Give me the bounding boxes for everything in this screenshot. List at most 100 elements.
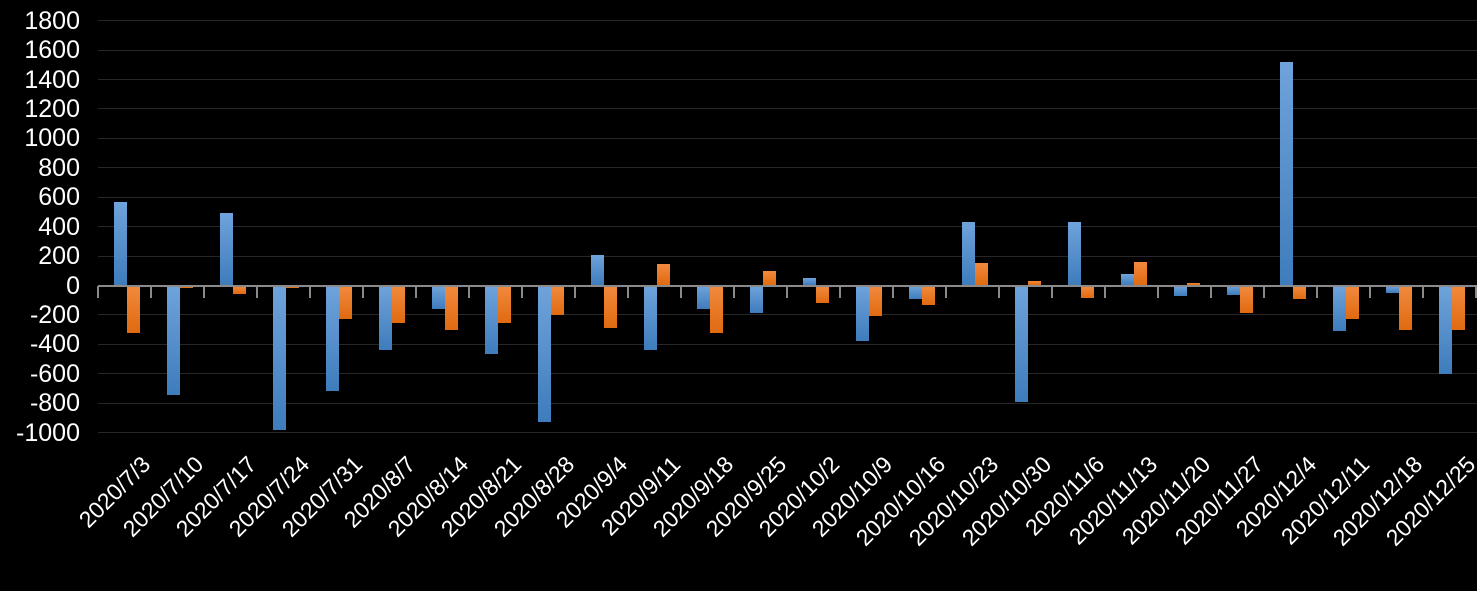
y-axis-tick-label: 800 <box>38 153 80 182</box>
y-axis-tick-label: 1600 <box>24 36 80 65</box>
y-axis-tick-label: 1000 <box>24 124 80 153</box>
gridline <box>98 343 1477 345</box>
bar-series-orange-2020/10/23[interactable] <box>975 263 988 286</box>
bar-series-orange-2020/9/18[interactable] <box>710 285 723 334</box>
gridline <box>98 137 1477 139</box>
x-axis-tick-mark <box>1157 285 1159 298</box>
bar-series-blue-2020/10/23[interactable] <box>962 222 975 286</box>
bar-series-orange-2020/7/3[interactable] <box>127 285 140 333</box>
bar-series-orange-2020/9/25[interactable] <box>763 270 776 286</box>
bar-series-blue-2020/10/2[interactable] <box>803 278 816 286</box>
y-axis-tick-label: 400 <box>38 212 80 241</box>
bar-series-blue-2020/11/13[interactable] <box>1121 274 1134 286</box>
y-axis-tick-label: -800 <box>29 389 80 418</box>
x-axis-tick-mark <box>1051 285 1053 298</box>
bar-series-orange-2020/7/10[interactable] <box>180 285 193 289</box>
x-axis-tick-mark <box>680 285 682 298</box>
gridline <box>98 402 1477 404</box>
bar-series-blue-2020/11/27[interactable] <box>1227 285 1240 296</box>
bar-series-orange-2020/10/9[interactable] <box>869 285 882 317</box>
bar-series-blue-2020/7/10[interactable] <box>167 285 180 396</box>
bar-series-blue-2020/9/4[interactable] <box>591 254 604 286</box>
y-axis-tick-label: 200 <box>38 242 80 271</box>
bar-series-blue-2020/12/18[interactable] <box>1386 285 1399 293</box>
bar-series-blue-2020/10/16[interactable] <box>909 285 922 300</box>
bar-series-orange-2020/10/16[interactable] <box>922 285 935 305</box>
gridline <box>98 314 1477 316</box>
bar-series-blue-2020/7/3[interactable] <box>114 201 127 286</box>
bar-series-orange-2020/11/27[interactable] <box>1240 285 1253 313</box>
bar-series-orange-2020/12/4[interactable] <box>1293 285 1306 300</box>
bar-series-blue-2020/8/21[interactable] <box>485 285 498 354</box>
x-axis-tick-mark <box>627 285 629 298</box>
x-axis-tick-mark <box>309 285 311 298</box>
bar-series-blue-2020/12/4[interactable] <box>1280 61 1293 286</box>
bar-series-orange-2020/7/24[interactable] <box>286 285 299 289</box>
bar-series-orange-2020/10/2[interactable] <box>816 285 829 304</box>
bar-series-orange-2020/11/13[interactable] <box>1134 261 1147 286</box>
gridline <box>98 226 1477 228</box>
bar-series-orange-2020/12/18[interactable] <box>1399 285 1412 330</box>
x-axis-tick-mark <box>150 285 152 298</box>
bar-series-orange-2020/11/20[interactable] <box>1187 282 1200 286</box>
x-axis-tick-mark <box>97 285 99 298</box>
y-axis-tick-label: 0 <box>66 271 80 300</box>
x-axis-tick-mark <box>1263 285 1265 298</box>
y-axis-tick-label: -600 <box>29 359 80 388</box>
bar-series-blue-2020/7/31[interactable] <box>326 285 339 392</box>
x-axis-tick-mark <box>1475 285 1477 298</box>
x-axis-tick-mark <box>786 285 788 298</box>
bar-series-blue-2020/11/20[interactable] <box>1174 285 1187 296</box>
y-axis-tick-label: 1400 <box>24 65 80 94</box>
x-axis-tick-mark <box>468 285 470 298</box>
x-axis-tick-mark <box>839 285 841 298</box>
y-axis-tick-label: 1800 <box>24 6 80 35</box>
x-axis-tick-mark <box>362 285 364 298</box>
x-axis-tick-mark <box>892 285 894 298</box>
bar-series-blue-2020/9/11[interactable] <box>644 285 657 351</box>
gridline <box>98 20 1477 22</box>
x-axis-tick-mark <box>733 285 735 298</box>
gridline <box>98 167 1477 169</box>
bar-series-blue-2020/8/14[interactable] <box>432 285 445 310</box>
bar-series-orange-2020/9/4[interactable] <box>604 285 617 329</box>
x-axis-tick-mark <box>1422 285 1424 298</box>
gridline <box>98 255 1477 257</box>
y-axis-tick-label: 1200 <box>24 94 80 123</box>
bar-series-blue-2020/11/6[interactable] <box>1068 222 1081 286</box>
x-axis-tick-mark <box>521 285 523 298</box>
bar-series-orange-2020/7/17[interactable] <box>233 285 246 295</box>
bar-series-blue-2020/8/7[interactable] <box>379 285 392 351</box>
bar-series-blue-2020/10/30[interactable] <box>1015 285 1028 403</box>
y-axis-tick-label: -1000 <box>16 418 80 447</box>
gridline <box>98 79 1477 81</box>
bar-series-blue-2020/9/18[interactable] <box>697 285 710 310</box>
bar-series-blue-2020/7/17[interactable] <box>220 213 233 286</box>
bar-series-blue-2020/12/25[interactable] <box>1439 285 1452 374</box>
bar-series-orange-2020/12/11[interactable] <box>1346 285 1359 319</box>
gridline <box>98 108 1477 110</box>
bar-series-blue-2020/12/11[interactable] <box>1333 285 1346 332</box>
y-axis-tick-label: -400 <box>29 330 80 359</box>
bar-series-orange-2020/8/28[interactable] <box>551 285 564 315</box>
x-axis-tick-mark <box>1104 285 1106 298</box>
x-axis-tick-mark <box>1210 285 1212 298</box>
bar-series-orange-2020/8/14[interactable] <box>445 285 458 330</box>
bar-series-orange-2020/10/30[interactable] <box>1028 281 1041 286</box>
bar-series-orange-2020/7/31[interactable] <box>339 285 352 319</box>
gridline <box>98 196 1477 198</box>
x-axis-tick-mark <box>945 285 947 298</box>
gridline <box>98 432 1477 434</box>
bar-series-orange-2020/11/6[interactable] <box>1081 285 1094 298</box>
gridline <box>98 373 1477 375</box>
bar-series-blue-2020/7/24[interactable] <box>273 285 286 431</box>
bar-series-orange-2020/12/25[interactable] <box>1452 285 1465 331</box>
bar-series-blue-2020/9/25[interactable] <box>750 285 763 314</box>
bar-series-orange-2020/9/11[interactable] <box>657 264 670 286</box>
x-axis-tick-mark <box>256 285 258 298</box>
bar-series-orange-2020/8/7[interactable] <box>392 285 405 323</box>
bar-series-orange-2020/8/21[interactable] <box>498 285 511 323</box>
bar-series-blue-2020/10/9[interactable] <box>856 285 869 341</box>
bar-series-blue-2020/8/28[interactable] <box>538 285 551 423</box>
